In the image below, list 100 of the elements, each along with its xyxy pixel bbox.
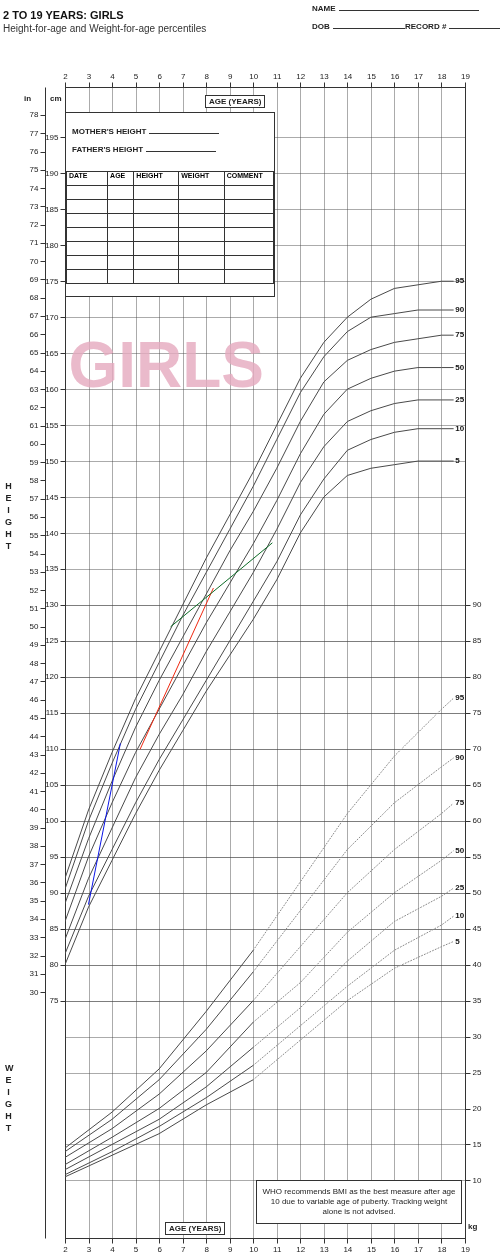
x-tick-label: 7 <box>180 1244 186 1254</box>
y3-tick-label: 73 <box>29 201 40 211</box>
x-tick-label: 19 <box>461 1244 471 1254</box>
y3-tick-label: 70 <box>29 256 40 266</box>
x2-tick-label: 4 <box>110 71 116 81</box>
y3-tick-label: 57 <box>29 494 40 504</box>
text: RECORD # <box>405 22 447 31</box>
x-tick-label: 8 <box>204 1244 210 1254</box>
x2-tick-label: 6 <box>157 71 163 81</box>
x-tick-label: 9 <box>227 1244 233 1254</box>
x2-tick-label: 18 <box>437 71 447 81</box>
x-tick-label: 2 <box>63 1244 69 1254</box>
y3-tick-label: 45 <box>29 713 40 723</box>
series-label: 95 <box>455 276 465 286</box>
y3-tick-label: 40 <box>29 804 40 814</box>
y3-tick-label: 66 <box>29 329 40 339</box>
y3-tick-label: 46 <box>29 695 40 705</box>
x-tick-label: 17 <box>413 1244 424 1254</box>
x-tick-label: 15 <box>366 1244 377 1254</box>
y3-tick-label: 32 <box>29 951 40 960</box>
y3-tick-label: 61 <box>29 421 40 431</box>
x-tick-label: 10 <box>249 1244 259 1254</box>
y-tick-label: 110 <box>45 744 60 754</box>
y2-tick-label: 15 <box>472 1139 482 1149</box>
y3-tick-label: 43 <box>29 750 40 759</box>
text: in <box>24 94 32 103</box>
y2-tick-label: 40 <box>472 960 482 970</box>
series-label: 5 <box>455 456 461 466</box>
x2-tick-label: 2 <box>63 71 69 81</box>
y3-tick-label: 35 <box>29 896 40 906</box>
text: NAME <box>312 4 336 13</box>
x2-tick-label: 12 <box>296 71 306 81</box>
x-tick-label: 18 <box>437 1244 447 1254</box>
series-label: 5 <box>455 936 461 946</box>
text: DOB <box>312 22 330 31</box>
y-tick-label: 140 <box>45 528 60 538</box>
x2-tick-label: 19 <box>461 71 471 81</box>
y3-tick-label: 76 <box>29 147 40 156</box>
y-tick-label: 120 <box>45 672 60 682</box>
y-tick-label: 90 <box>49 888 60 898</box>
y3-tick-label: 68 <box>29 293 40 303</box>
y3-tick-label: 64 <box>29 366 40 376</box>
series-label: 75 <box>455 330 465 340</box>
x2-tick-label: 15 <box>366 71 377 81</box>
y3-tick-label: 53 <box>29 567 40 577</box>
series-label: 50 <box>455 845 465 855</box>
x2-tick-label: 11 <box>273 71 282 81</box>
x-tick-label: 12 <box>296 1244 306 1254</box>
series-label: 90 <box>455 305 465 315</box>
y-tick-label: 155 <box>45 420 60 430</box>
y3-tick-label: 36 <box>29 877 40 887</box>
y-tick-label: 105 <box>45 780 60 790</box>
y2-tick-label: 10 <box>472 1175 482 1185</box>
y3-tick-label: 50 <box>29 622 40 632</box>
y-tick-label: 85 <box>49 924 60 934</box>
x2-tick-label: 3 <box>86 71 92 81</box>
x-tick-label: 6 <box>157 1244 163 1254</box>
y3-tick-label: 49 <box>29 640 40 650</box>
x2-tick-label: 8 <box>204 71 210 81</box>
y-tick-label: 185 <box>45 204 60 214</box>
y-tick-label: 175 <box>45 276 60 286</box>
text: kg <box>468 1222 478 1231</box>
y-axis-title: HEIGHT <box>5 480 13 552</box>
x-tick-label: 11 <box>273 1244 282 1254</box>
y-tick-label: 195 <box>45 132 60 142</box>
x-tick-label: 14 <box>343 1244 353 1254</box>
x-tick-label: 3 <box>86 1244 92 1254</box>
annotation: MOTHER'S HEIGHT <box>72 127 147 136</box>
y3-tick-label: 67 <box>29 311 40 321</box>
x-tick-label: 16 <box>390 1244 400 1254</box>
y2-tick-label: 60 <box>472 816 482 826</box>
series-label: 95 <box>455 693 465 703</box>
series-label: 10 <box>455 911 465 921</box>
y2-tick-label: 70 <box>472 744 482 754</box>
y-tick-label: 180 <box>45 240 60 250</box>
y2-tick-label: 80 <box>472 672 482 682</box>
x-tick-label: 13 <box>319 1244 330 1254</box>
y3-tick-label: 52 <box>29 585 40 595</box>
y3-tick-label: 31 <box>29 969 40 979</box>
y-tick-label: 95 <box>49 852 60 862</box>
series-label: 50 <box>455 362 465 372</box>
y2-tick-label: 30 <box>472 1032 482 1042</box>
x-tick-label: 4 <box>110 1244 116 1254</box>
y-tick-label: 135 <box>45 564 60 574</box>
y3-tick-label: 41 <box>29 786 40 796</box>
y2-tick-label: 45 <box>472 924 482 934</box>
y-tick-label: 125 <box>45 636 60 646</box>
y-tick-label: 145 <box>45 492 60 502</box>
text: WEIGHT <box>5 1062 14 1134</box>
x2-tick-label: 13 <box>319 71 330 81</box>
x2-tick-label: 17 <box>413 71 424 81</box>
series-label: 75 <box>455 798 465 808</box>
y-tick-label: 190 <box>45 168 60 178</box>
y3-tick-label: 60 <box>29 439 40 449</box>
x-tick-label: 5 <box>133 1244 139 1254</box>
y3-tick-label: 38 <box>29 841 40 851</box>
y-tick-label: 75 <box>49 996 60 1006</box>
y-tick-label: 115 <box>45 708 60 718</box>
y3-tick-label: 78 <box>29 110 40 120</box>
y3-tick-label: 63 <box>29 384 40 394</box>
